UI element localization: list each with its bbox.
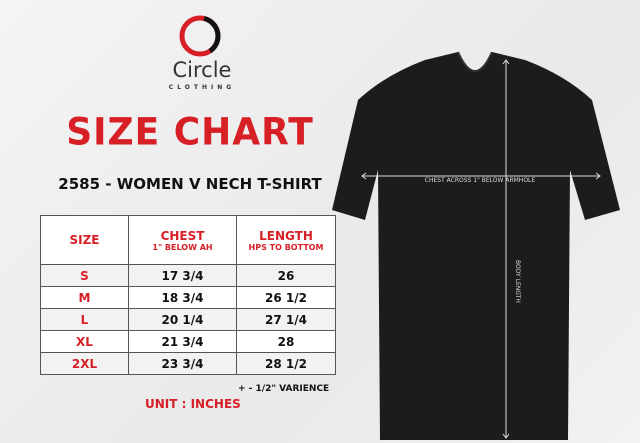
table-row: M 18 3/4 26 1/2 <box>40 286 336 309</box>
table-row: XL 21 3/4 28 <box>40 330 336 353</box>
header-size: SIZE <box>40 215 129 265</box>
length-arrow-icon <box>502 59 510 439</box>
length-cell: 28 <box>236 330 336 353</box>
chest-cell: 20 1/4 <box>128 308 237 331</box>
size-cell: L <box>40 308 129 331</box>
tshirt-icon <box>332 52 620 440</box>
logo-icon <box>160 14 240 64</box>
table-row: 2XL 23 3/4 28 1/2 <box>40 352 336 375</box>
chest-label: CHEST ACROSS 1" BELOW ARMHOLE <box>425 177 536 184</box>
tshirt-diagram: CHEST ACROSS 1" BELOW ARMHOLE BODY LENGT… <box>332 51 620 440</box>
size-cell: XL <box>40 330 129 353</box>
length-cell: 28 1/2 <box>236 352 336 375</box>
size-cell: S <box>40 264 129 287</box>
length-cell: 26 <box>236 264 336 287</box>
length-label: BODY LENGTH <box>514 260 521 303</box>
table-row: L 20 1/4 27 1/4 <box>40 308 336 331</box>
size-table: SIZE CHEST 1" BELOW AH LENGTH HPS TO BOTTO… <box>40 215 336 375</box>
chest-cell: 21 3/4 <box>128 330 237 353</box>
unit-label: UNIT : INCHES <box>145 397 241 411</box>
variance-note: + - 1/2" VARIENCE <box>238 384 330 394</box>
size-cell: M <box>40 286 129 309</box>
brand-tagline: CLOTHING <box>168 84 236 91</box>
brand-name: Circle <box>172 58 232 82</box>
chest-cell: 17 3/4 <box>128 264 237 287</box>
chest-cell: 23 3/4 <box>128 352 237 375</box>
chest-arrow-icon <box>361 172 601 180</box>
chest-cell: 18 3/4 <box>128 286 237 309</box>
header-chest: CHEST 1" BELOW AH <box>128 215 237 265</box>
table-row: S 17 3/4 26 <box>40 264 336 287</box>
length-cell: 26 1/2 <box>236 286 336 309</box>
product-subtitle: 2585 - WOMEN V NECH T-SHIRT <box>58 175 322 193</box>
header-length: LENGTH HPS TO BOTTOM <box>236 215 336 265</box>
page-title: SIZE CHART <box>66 110 314 155</box>
size-cell: 2XL <box>40 352 129 375</box>
length-cell: 27 1/4 <box>236 308 336 331</box>
table-header: SIZE CHEST 1" BELOW AH LENGTH HPS TO BOTTO… <box>40 215 336 265</box>
